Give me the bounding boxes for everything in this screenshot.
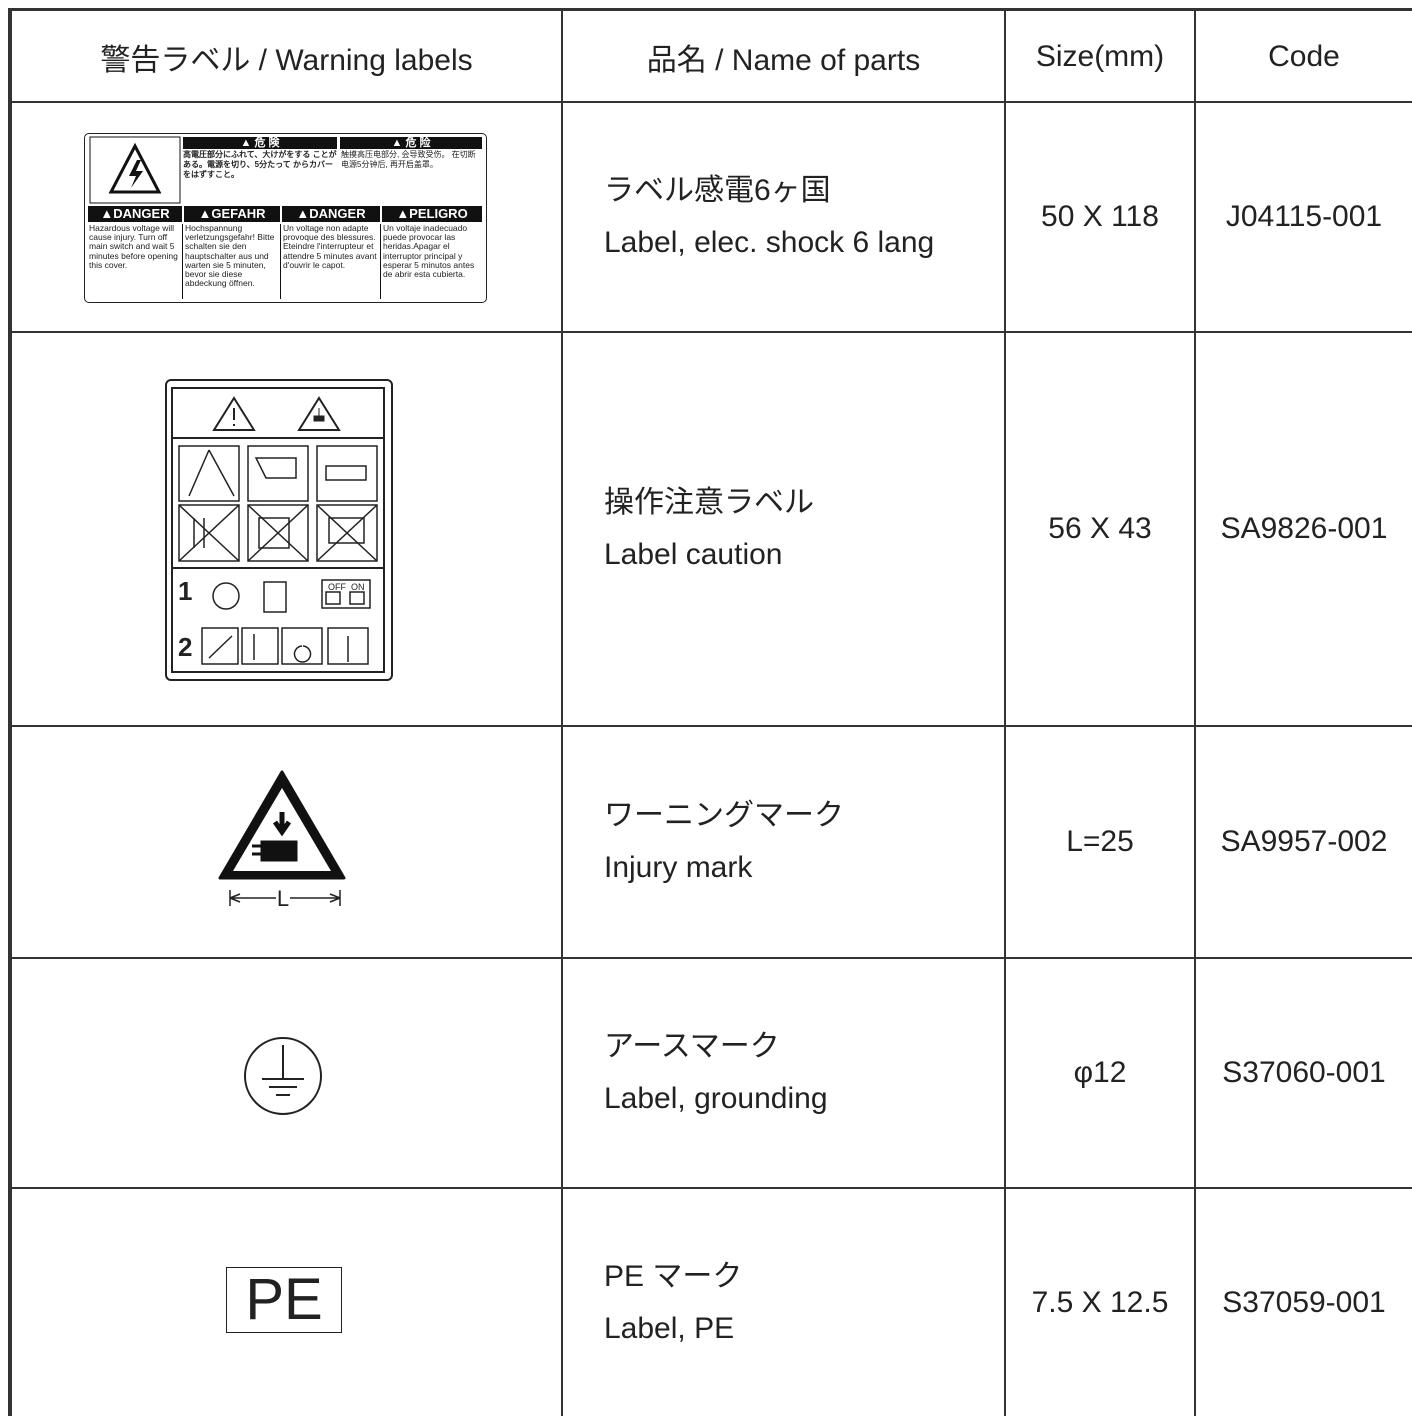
- code-cell: J04115-001: [1225, 200, 1383, 233]
- ground-mark: [244, 1037, 322, 1115]
- icon-frame: [89, 136, 181, 204]
- header-cell: 警告ラベル / Warning labels: [100, 43, 473, 77]
- switch-icons: [201, 579, 371, 665]
- code-cell: SA9826-001: [1220, 512, 1388, 545]
- row-line: [10, 331, 1412, 333]
- frame-top: [8, 8, 1412, 11]
- heading: ▲DANGER: [88, 206, 182, 222]
- row-line: [10, 101, 1412, 103]
- pe-text: PE: [245, 1267, 323, 1332]
- frame-left: [8, 8, 12, 1416]
- part-name-ja: アースマーク: [604, 1030, 780, 1063]
- col-line: [1004, 10, 1006, 1416]
- hand-glyph: [313, 408, 325, 422]
- heading: ▲PELIGRO: [382, 206, 482, 222]
- caution-label: 1 2 OFF ON: [165, 379, 393, 681]
- col-line: [1194, 10, 1196, 1416]
- shock-icon: [89, 136, 181, 204]
- part-name-en: Injury mark: [604, 851, 753, 884]
- header-cell: 品名 / Name of parts: [646, 43, 921, 77]
- header-cell: Code: [1268, 39, 1340, 73]
- off-text: OFF: [328, 582, 346, 592]
- hand: [252, 840, 298, 862]
- arrow: [272, 812, 292, 837]
- size-cell: 7.5 X 12.5: [1031, 1286, 1169, 1319]
- danger-label: ▲ 危 険 ▲ 危 险 高電圧部分にふれて、大けがをする ことがある。電源を切り…: [84, 133, 487, 303]
- heading: ▲DANGER: [282, 206, 380, 222]
- pictograms: [178, 445, 378, 562]
- title-zh: ▲ 危 险: [340, 137, 482, 149]
- code-cell: SA9957-002: [1220, 825, 1388, 858]
- code-cell: S37059-001: [1222, 1286, 1386, 1319]
- bolt: [129, 160, 143, 188]
- part-name-en: Label, grounding: [604, 1082, 828, 1115]
- part-name-ja: ワーニングマーク: [604, 799, 844, 832]
- part-name-ja: 操作注意ラベル: [604, 486, 814, 519]
- part-name-en: Label caution: [604, 538, 783, 571]
- size-cell: φ12: [1073, 1056, 1127, 1089]
- hand-icon: [297, 396, 341, 431]
- part-name-ja: ラベル感電6ヶ国: [604, 174, 831, 207]
- title-ja: ▲ 危 険: [183, 137, 337, 149]
- size-cell: 50 X 118: [1041, 200, 1159, 233]
- part-name-en: Label, elec. shock 6 lang: [604, 226, 935, 259]
- text-en: Hazardous voltage will cause injury. Tur…: [89, 224, 183, 299]
- triangle: [108, 142, 162, 194]
- dimension-line: [229, 890, 341, 906]
- warning-icon: [212, 396, 256, 431]
- text-es: Un voltaje inadecuado puede provocar las…: [383, 224, 475, 280]
- part-name-ja: PE マーク: [604, 1260, 743, 1293]
- pe-mark: PE: [226, 1267, 342, 1333]
- size-cell: 56 X 43: [1048, 512, 1152, 545]
- row-line: [10, 1187, 1412, 1189]
- row-line: [10, 725, 1412, 727]
- text-zh: 触摸高压电部分, 会导致受伤。 在切断电源5分钟后, 再开启盖罩。: [341, 150, 476, 169]
- col-line: [561, 10, 563, 1416]
- circle: [244, 1037, 322, 1115]
- step-number: 1: [178, 576, 192, 606]
- inner-frame: [171, 387, 385, 673]
- dimension-label: L: [277, 886, 289, 911]
- label-frame: [165, 379, 393, 681]
- row-line: [10, 957, 1412, 959]
- step-number: 2: [178, 632, 192, 662]
- text-de: Hochspannung verletzungsgefahr! Bitte sc…: [185, 224, 281, 299]
- text-fr: Un voltage non adapte provoque des bless…: [283, 224, 381, 299]
- header-cell: Size(mm): [1035, 39, 1165, 73]
- part-name-en: Label, PE: [604, 1312, 735, 1345]
- size-cell: L=25: [1066, 825, 1134, 858]
- heading: ▲GEFAHR: [184, 206, 280, 222]
- on-text: ON: [351, 582, 365, 592]
- ground-symbol: [262, 1045, 304, 1096]
- code-cell: S37060-001: [1222, 1056, 1386, 1089]
- text-ja: 高電圧部分にふれて、大けがをする ことがある。電源を切り、5分たって からカバー…: [183, 150, 337, 179]
- injury-mark: L: [218, 770, 346, 911]
